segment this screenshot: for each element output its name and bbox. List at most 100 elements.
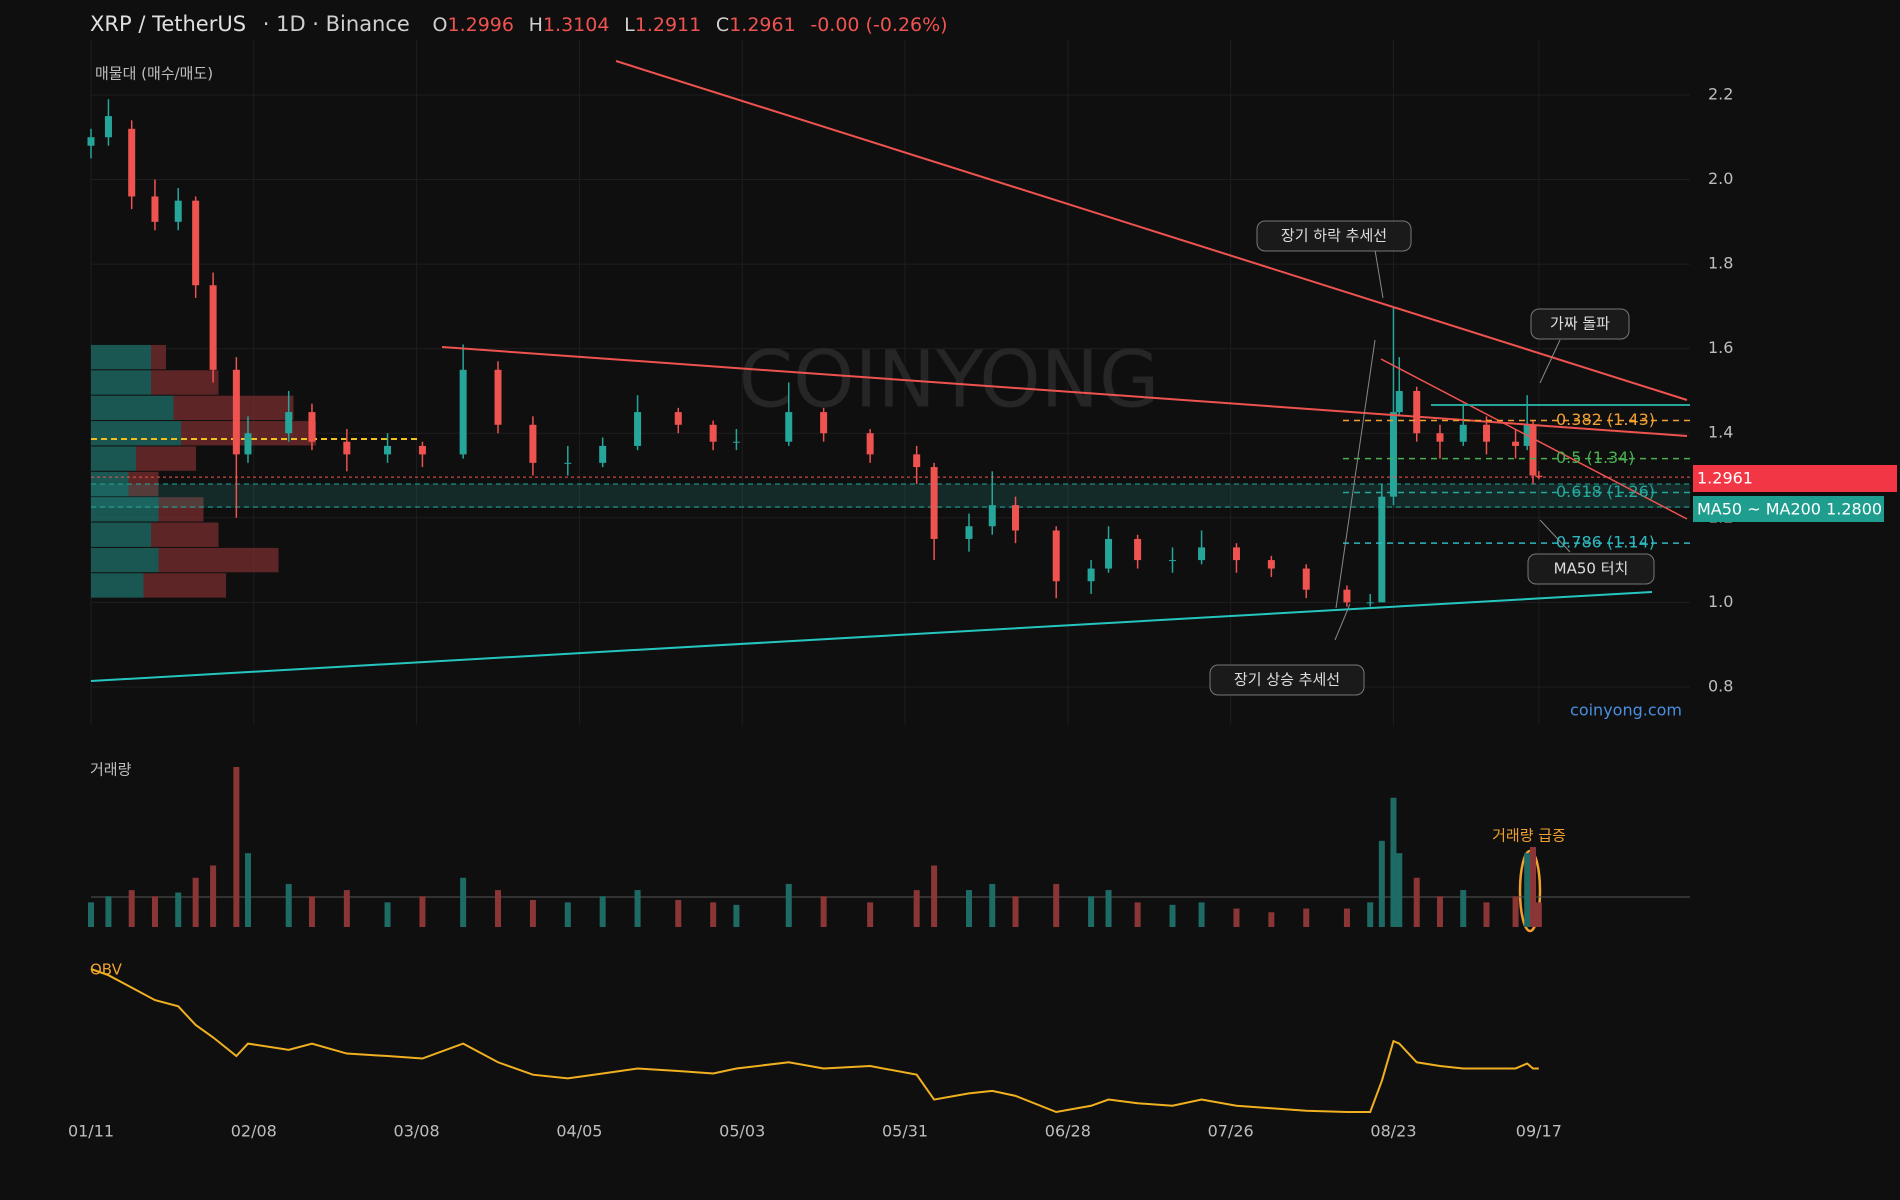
ma-zone bbox=[91, 484, 1690, 508]
body bbox=[174, 200, 182, 222]
body bbox=[232, 369, 240, 455]
body bbox=[1413, 390, 1421, 434]
pointer bbox=[1334, 603, 1351, 641]
body bbox=[866, 433, 874, 455]
l-label: L bbox=[624, 14, 635, 36]
volume-bar bbox=[1169, 904, 1176, 927]
body bbox=[599, 445, 607, 463]
c-value: 1.2961 bbox=[729, 14, 795, 36]
volume-bar bbox=[151, 896, 158, 927]
body bbox=[1087, 568, 1095, 582]
volume-bar bbox=[105, 896, 112, 927]
y-tick-label: 2.0 bbox=[1708, 169, 1733, 188]
body bbox=[308, 412, 316, 442]
x-tick-label: 01/11 bbox=[68, 1122, 114, 1141]
annotation-box bbox=[1256, 220, 1412, 252]
body bbox=[1512, 441, 1520, 446]
price-tag-label: 1.2961 bbox=[1697, 469, 1753, 488]
volume bbox=[88, 767, 1542, 927]
profile-sell bbox=[143, 573, 226, 598]
fib-label: 0.5 (1.34) bbox=[1556, 448, 1635, 467]
profile-sell bbox=[158, 547, 279, 573]
body bbox=[930, 467, 938, 539]
body bbox=[1389, 412, 1397, 497]
pointer bbox=[1539, 339, 1561, 384]
body bbox=[1052, 530, 1060, 582]
volume-bar bbox=[384, 902, 391, 927]
body bbox=[343, 441, 351, 455]
volume-bar bbox=[1198, 902, 1205, 927]
x-tick-label: 03/08 bbox=[394, 1122, 440, 1141]
body bbox=[104, 116, 112, 138]
volume-bar bbox=[1512, 896, 1519, 927]
volume-bar bbox=[343, 890, 350, 927]
h-label: H bbox=[529, 14, 543, 36]
body bbox=[244, 433, 252, 455]
volume-bar bbox=[1233, 908, 1240, 927]
body bbox=[1529, 424, 1537, 476]
volume-bar bbox=[564, 902, 571, 927]
body bbox=[988, 505, 996, 527]
volume-bar bbox=[1483, 902, 1490, 927]
body bbox=[192, 200, 200, 286]
volume-bar bbox=[1396, 853, 1403, 927]
y-tick-label: 0.8 bbox=[1708, 676, 1733, 695]
volume-bar bbox=[965, 890, 972, 927]
volume-bar bbox=[931, 865, 938, 927]
body bbox=[418, 445, 426, 455]
volume-bar bbox=[867, 902, 874, 927]
volume-bar bbox=[1105, 890, 1112, 927]
y-tick-label: 1.4 bbox=[1708, 423, 1733, 442]
volume-bar bbox=[634, 890, 641, 927]
volume-bar bbox=[128, 890, 135, 927]
candles bbox=[87, 99, 1690, 607]
volume-profile-title: 매물대 (매수/매도) bbox=[95, 65, 213, 83]
profile-sell bbox=[158, 497, 204, 522]
body bbox=[634, 412, 642, 446]
body bbox=[1343, 589, 1351, 603]
profile-buy bbox=[91, 573, 144, 598]
annotation-box bbox=[1530, 308, 1630, 340]
body bbox=[965, 526, 973, 539]
profile-buy bbox=[91, 421, 181, 446]
volume-bar bbox=[192, 877, 199, 927]
body bbox=[564, 462, 572, 464]
body bbox=[913, 454, 921, 468]
volume-bar bbox=[1088, 896, 1095, 927]
volume-bar bbox=[244, 853, 251, 927]
body bbox=[285, 412, 293, 434]
x-tick-label: 06/28 bbox=[1045, 1122, 1091, 1141]
x-tick-label: 05/31 bbox=[882, 1122, 928, 1141]
fib-label: 0.618 (1.26) bbox=[1556, 482, 1655, 501]
body bbox=[384, 445, 392, 455]
ma-tag-label: MA50 ~ MA200 1.2800 bbox=[1697, 500, 1882, 519]
profile-buy bbox=[91, 395, 174, 421]
volume-bar bbox=[1413, 877, 1420, 927]
body bbox=[1459, 424, 1467, 442]
volume-bar bbox=[599, 896, 606, 927]
volume-bar bbox=[419, 896, 426, 927]
volume-bar bbox=[913, 890, 920, 927]
x-tick-label: 05/03 bbox=[719, 1122, 765, 1141]
body bbox=[820, 412, 828, 434]
pointer bbox=[1374, 249, 1384, 299]
profile-sell bbox=[136, 446, 196, 471]
volume-bar bbox=[88, 902, 94, 927]
fib-label: 0.382 (1.43) bbox=[1556, 410, 1655, 429]
body bbox=[1267, 560, 1275, 569]
body bbox=[709, 424, 717, 442]
volume-bar bbox=[1524, 853, 1531, 927]
volume-bar bbox=[1436, 896, 1443, 927]
annotation: MA50 터치 bbox=[1554, 560, 1629, 578]
symbol: XRP / TetherUS bbox=[90, 12, 246, 36]
volume-bar bbox=[1012, 896, 1019, 927]
annotation: 장기 하락 추세선 bbox=[1281, 227, 1387, 245]
pointer bbox=[1539, 519, 1571, 553]
volume-bar bbox=[1535, 902, 1542, 927]
ma-tag bbox=[1693, 496, 1884, 522]
change: -0.00 (-0.26%) bbox=[810, 14, 947, 36]
